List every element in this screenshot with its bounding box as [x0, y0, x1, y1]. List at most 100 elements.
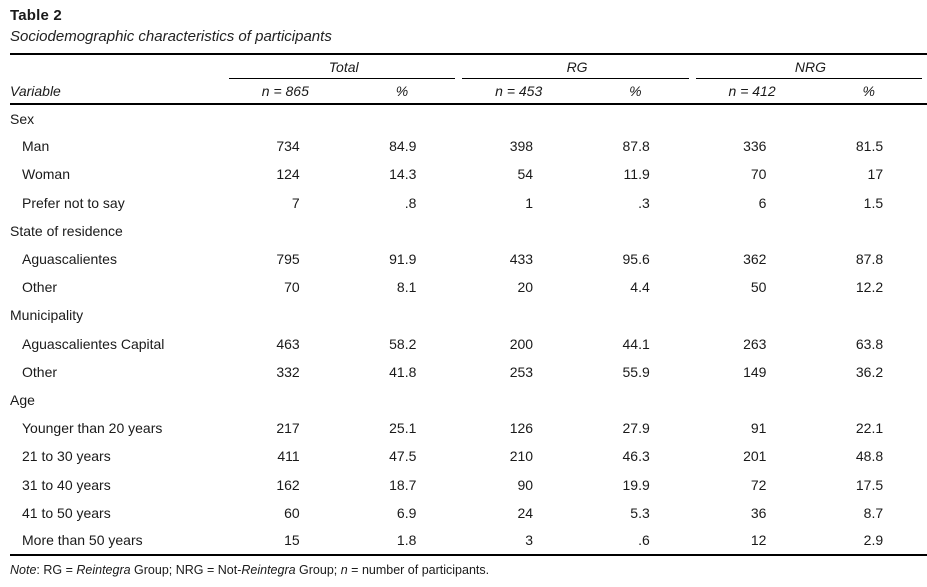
- row-label: 21 to 30 years: [22, 448, 111, 465]
- cell-value: 6.9: [396, 504, 417, 521]
- note-segment: Reintegra: [241, 563, 296, 577]
- cell-value: 36.2: [855, 363, 884, 380]
- table-row: Other 70 8.1 20 4.4 50 12.2: [10, 273, 927, 301]
- cell-value: 162: [276, 476, 300, 493]
- cell-value: 22.1: [855, 420, 884, 437]
- table-row: 31 to 40 years 162 18.7 90 19.9 72 17.5: [10, 470, 927, 498]
- cell-value: 24: [517, 504, 534, 521]
- cell-value: 58.2: [389, 335, 417, 352]
- cell-value: 11.9: [623, 166, 650, 183]
- table-body: Sex Man 734 84.9 398 87.8 336 81.5 Woman 124 14.3 5…: [10, 104, 927, 555]
- cell-value: 70: [284, 279, 300, 296]
- section-header-row: Municipality: [10, 301, 927, 329]
- cell-value: 210: [509, 448, 534, 465]
- cell-value: 253: [509, 363, 534, 380]
- cell-value: .3: [638, 194, 650, 211]
- row-label: Woman: [22, 166, 70, 183]
- table-row: 21 to 30 years 411 47.5 210 46.3 201 48.8: [10, 442, 927, 470]
- table-row: More than 50 years 15 1.8 3 .6 12 2.9: [10, 527, 927, 555]
- cell-value: 50: [750, 279, 767, 296]
- cell-value: 36: [750, 504, 767, 521]
- cell-value: 18.7: [389, 476, 417, 493]
- cell-value: 126: [509, 420, 534, 437]
- row-label: Prefer not to say: [22, 194, 125, 211]
- row-label: Aguascalientes: [22, 251, 117, 268]
- cell-value: 87.8: [855, 251, 884, 268]
- cell-value: 63.8: [855, 335, 884, 352]
- cell-value: 3: [525, 532, 534, 549]
- table-header: Total RG NRG Variable n = 865 % n = 453 …: [10, 54, 927, 105]
- cell-value: 7: [291, 194, 300, 211]
- cell-value: 149: [743, 363, 767, 380]
- cell-value: 87.8: [622, 138, 650, 155]
- cell-value: 433: [509, 251, 534, 268]
- row-label: Aguascalientes Capital: [22, 335, 165, 352]
- note-segment: = number of participants.: [347, 563, 490, 577]
- row-label: 41 to 50 years: [22, 504, 111, 521]
- note-segment: : RG =: [36, 563, 77, 577]
- n-header-nrg: n = 412: [693, 79, 811, 105]
- cell-value: 47.5: [389, 448, 417, 465]
- cell-value: 17: [867, 166, 884, 183]
- table-row: 41 to 50 years 60 6.9 24 5.3 36 8.7: [10, 499, 927, 527]
- cell-value: 5.3: [630, 504, 650, 521]
- cell-value: 734: [276, 138, 300, 155]
- cell-value: 20: [517, 279, 534, 296]
- table-row: Prefer not to say 7 .8 1 .3 6 1.5: [10, 189, 927, 217]
- variable-header: Variable: [10, 79, 227, 105]
- note-segment: Note: [10, 563, 37, 577]
- table-row: Younger than 20 years 217 25.1 126 27.9 91 22.…: [10, 414, 927, 442]
- table-row: Aguascalientes 795 91.9 433 95.6 362 87.8: [10, 245, 927, 273]
- cell-value: 8.7: [863, 504, 884, 521]
- table-row: Other 332 41.8 253 55.9 149 36.2: [10, 358, 927, 386]
- row-label: Man: [22, 138, 50, 155]
- table-title: Sociodemographic characteristics of part…: [10, 28, 332, 45]
- group-header-row: Total RG NRG: [10, 54, 927, 79]
- row-label: Other: [22, 363, 58, 380]
- cell-value: 60: [284, 504, 300, 521]
- cell-value: 81.5: [855, 138, 884, 155]
- cell-value: 411: [277, 448, 300, 465]
- cell-value: 1.8: [396, 532, 417, 549]
- cell-value: 27.9: [622, 420, 650, 437]
- group-header-total: Total: [227, 54, 460, 79]
- section-header: Sex: [10, 110, 35, 127]
- cell-value: 8.1: [396, 279, 417, 296]
- row-label: More than 50 years: [22, 532, 143, 549]
- cell-value: 15: [284, 532, 300, 549]
- cell-value: 332: [276, 363, 300, 380]
- cell-value: 362: [743, 251, 767, 268]
- cell-value: 200: [509, 335, 534, 352]
- cell-value: 72: [750, 476, 767, 493]
- row-label: Other: [22, 279, 58, 296]
- table-row: Aguascalientes Capital 463 58.2 200 44.1 263 6…: [10, 330, 927, 358]
- cell-value: 46.3: [622, 448, 650, 465]
- cell-value: 41.8: [389, 363, 417, 380]
- group-header-nrg: NRG: [694, 54, 927, 79]
- cell-value: 463: [276, 335, 300, 352]
- section-header-row: State of residence: [10, 217, 927, 245]
- table-row: Woman 124 14.3 54 11.9 70 17: [10, 160, 927, 188]
- row-label: Younger than 20 years: [22, 420, 163, 437]
- corner-cell: [10, 54, 227, 79]
- cell-value: 398: [509, 138, 534, 155]
- cell-value: 12: [750, 532, 767, 549]
- table-note: Note: RG = Reintegra Group; NRG = Not-Re…: [10, 563, 927, 577]
- note-segment: Group;: [295, 563, 341, 577]
- cell-value: 795: [276, 251, 300, 268]
- section-header-row: Age: [10, 386, 927, 414]
- cell-value: 91.9: [389, 251, 417, 268]
- section-header: State of residence: [10, 222, 123, 239]
- cell-value: 19.9: [622, 476, 650, 493]
- cell-value: 55.9: [622, 363, 650, 380]
- section-header-row: Sex: [10, 104, 927, 132]
- cell-value: .8: [404, 194, 417, 211]
- pct-header-rg: %: [577, 79, 694, 105]
- cell-value: 2.9: [863, 532, 884, 549]
- cell-value: 263: [743, 335, 767, 352]
- cell-value: 17.5: [855, 476, 884, 493]
- cell-value: 12.2: [855, 279, 884, 296]
- group-header-rg: RG: [460, 54, 693, 79]
- n-header-rg: n = 453: [460, 79, 578, 105]
